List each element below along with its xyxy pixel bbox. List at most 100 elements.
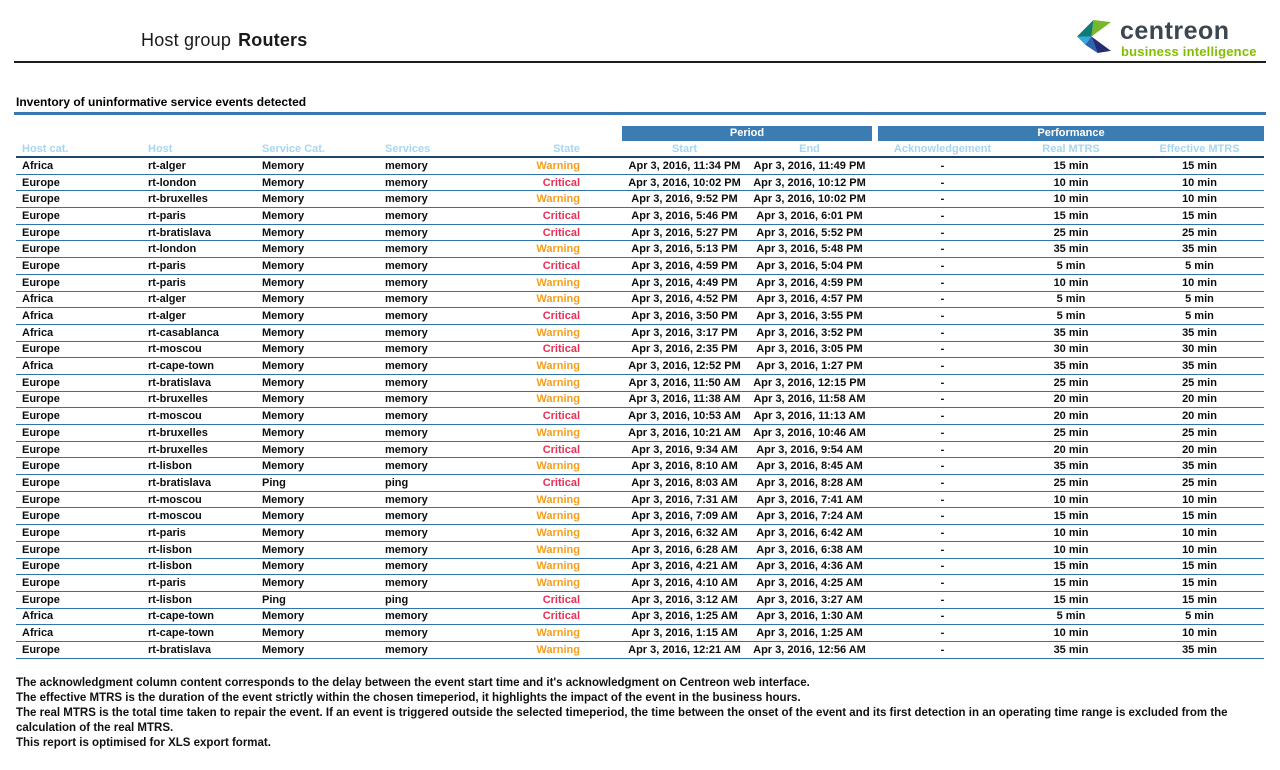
cell-host-cat: Europe: [22, 410, 60, 423]
cell-end: Apr 3, 2016, 4:36 AM: [756, 560, 863, 573]
table-row: Africa rt-cape-town Memory memory Critical Ap…: [16, 609, 1264, 626]
cell-effective-mtrs: 10 min: [1182, 493, 1217, 506]
cell-real-mtrs: 5 min: [1056, 610, 1086, 623]
cell-state: Critical: [542, 343, 580, 356]
cell-effective-mtrs: 20 min: [1182, 393, 1217, 406]
cell-start: Apr 3, 2016, 12:52 PM: [628, 360, 741, 373]
cell-start: Apr 3, 2016, 4:49 PM: [631, 276, 738, 289]
cell-end: Apr 3, 2016, 5:04 PM: [756, 259, 863, 272]
cell-start: Apr 3, 2016, 7:09 AM: [631, 510, 738, 523]
cell-host-cat: Europe: [22, 276, 60, 289]
page-title-hostgroup: Routers: [238, 30, 308, 50]
note-line: calculation of the real MTRS.: [16, 722, 174, 734]
note-line: This report is optimised for XLS export …: [16, 737, 271, 749]
cell-end: Apr 3, 2016, 5:52 PM: [756, 226, 863, 239]
cell-service: memory: [385, 510, 428, 523]
cell-service-cat: Memory: [262, 243, 305, 256]
table-row: Europe rt-bratislava Memory memory Critical A…: [16, 225, 1264, 242]
cell-host: rt-alger: [148, 310, 186, 323]
cell-service-cat: Memory: [262, 443, 305, 456]
cell-host-cat: Europe: [22, 643, 60, 656]
cell-ack: -: [940, 643, 945, 656]
cell-effective-mtrs: 35 min: [1182, 643, 1217, 656]
cell-host-cat: Europe: [22, 193, 60, 206]
cell-real-mtrs: 25 min: [1053, 226, 1089, 239]
cell-state: Warning: [536, 360, 580, 373]
cell-ack: -: [940, 310, 945, 323]
cell-service: memory: [385, 627, 428, 640]
cell-state: Critical: [542, 610, 580, 623]
cell-service-cat: Memory: [262, 426, 305, 439]
cell-host: rt-bruxelles: [148, 193, 208, 206]
table-row: Europe rt-moscou Memory memory Warning Apr 3,…: [16, 492, 1264, 509]
cell-ack: -: [940, 360, 945, 373]
table-row: Europe rt-bruxelles Memory memory Warning Apr…: [16, 392, 1264, 409]
cell-start: Apr 3, 2016, 3:12 AM: [631, 593, 738, 606]
cell-ack: -: [940, 159, 945, 172]
cell-effective-mtrs: 20 min: [1182, 443, 1217, 456]
cell-host: rt-paris: [148, 209, 186, 222]
cell-ack: -: [940, 410, 945, 423]
cell-host: rt-london: [148, 176, 197, 189]
cell-effective-mtrs: 35 min: [1182, 326, 1217, 339]
cell-service-cat: Memory: [262, 343, 305, 356]
cell-ack: -: [940, 376, 945, 389]
cell-service: memory: [385, 159, 428, 172]
cell-host: rt-cape-town: [148, 627, 214, 640]
cell-end: Apr 3, 2016, 12:15 PM: [753, 376, 866, 389]
cell-host-cat: Africa: [22, 610, 54, 623]
cell-start: Apr 3, 2016, 4:21 AM: [631, 560, 738, 573]
cell-effective-mtrs: 30 min: [1182, 343, 1217, 356]
cell-host-cat: Europe: [22, 577, 60, 590]
cell-service: memory: [385, 259, 428, 272]
col-header-host-cat: Host cat.: [22, 142, 69, 155]
cell-host: rt-alger: [148, 159, 186, 172]
cell-end: Apr 3, 2016, 1:27 PM: [756, 360, 863, 373]
col-header-effective-mtrs: Effective MTRS: [1159, 142, 1240, 155]
logo-subtitle: business intelligence: [1121, 44, 1257, 59]
cell-host: rt-paris: [148, 276, 186, 289]
table-row: Europe rt-lisbon Memory memory Warning Apr 3,…: [16, 559, 1264, 576]
cell-host: rt-paris: [148, 526, 186, 539]
cell-real-mtrs: 5 min: [1056, 293, 1086, 306]
cell-service: memory: [385, 610, 428, 623]
cell-host: rt-bratislava: [148, 226, 211, 239]
cell-host: rt-lisbon: [148, 543, 192, 556]
cell-effective-mtrs: 35 min: [1182, 360, 1217, 373]
cell-host-cat: Europe: [22, 493, 60, 506]
col-header-host: Host: [148, 142, 173, 155]
cell-service-cat: Memory: [262, 209, 305, 222]
cell-host: rt-bratislava: [148, 376, 211, 389]
cell-host: rt-cape-town: [148, 360, 214, 373]
table-row: Europe rt-paris Memory memory Critical Apr 3,…: [16, 258, 1264, 275]
cell-start: Apr 3, 2016, 2:35 PM: [631, 343, 738, 356]
cell-host: rt-lisbon: [148, 593, 192, 606]
cell-service: memory: [385, 560, 428, 573]
cell-start: Apr 3, 2016, 3:50 PM: [631, 310, 738, 323]
cell-service: ping: [385, 476, 409, 489]
cell-host-cat: Africa: [22, 627, 54, 640]
cell-effective-mtrs: 25 min: [1182, 426, 1217, 439]
cell-start: Apr 3, 2016, 6:28 AM: [631, 543, 738, 556]
cell-service: memory: [385, 176, 428, 189]
table-row: Africa rt-cape-town Memory memory Warning Apr…: [16, 358, 1264, 375]
cell-ack: -: [940, 443, 945, 456]
cell-state: Critical: [542, 443, 580, 456]
cell-host-cat: Europe: [22, 226, 60, 239]
cell-host-cat: Europe: [22, 560, 60, 573]
note-line: The real MTRS is the total time taken to…: [16, 707, 1228, 719]
cell-effective-mtrs: 25 min: [1182, 226, 1217, 239]
table-row: Europe rt-moscou Memory memory Critical Apr 3…: [16, 342, 1264, 359]
table-row: Europe rt-bruxelles Memory memory Warning Apr…: [16, 425, 1264, 442]
cell-service-cat: Memory: [262, 510, 305, 523]
table-row: Europe rt-paris Memory memory Warning Apr 3, …: [16, 575, 1264, 592]
cell-ack: -: [940, 560, 945, 573]
cell-host: rt-paris: [148, 577, 186, 590]
cell-service: memory: [385, 577, 428, 590]
cell-end: Apr 3, 2016, 9:54 AM: [756, 443, 863, 456]
table-row: Europe rt-lisbon Memory memory Warning Apr 3,…: [16, 458, 1264, 476]
cell-host: rt-alger: [148, 293, 186, 306]
cell-effective-mtrs: 15 min: [1182, 593, 1217, 606]
cell-service: memory: [385, 226, 428, 239]
cell-host-cat: Europe: [22, 476, 60, 489]
